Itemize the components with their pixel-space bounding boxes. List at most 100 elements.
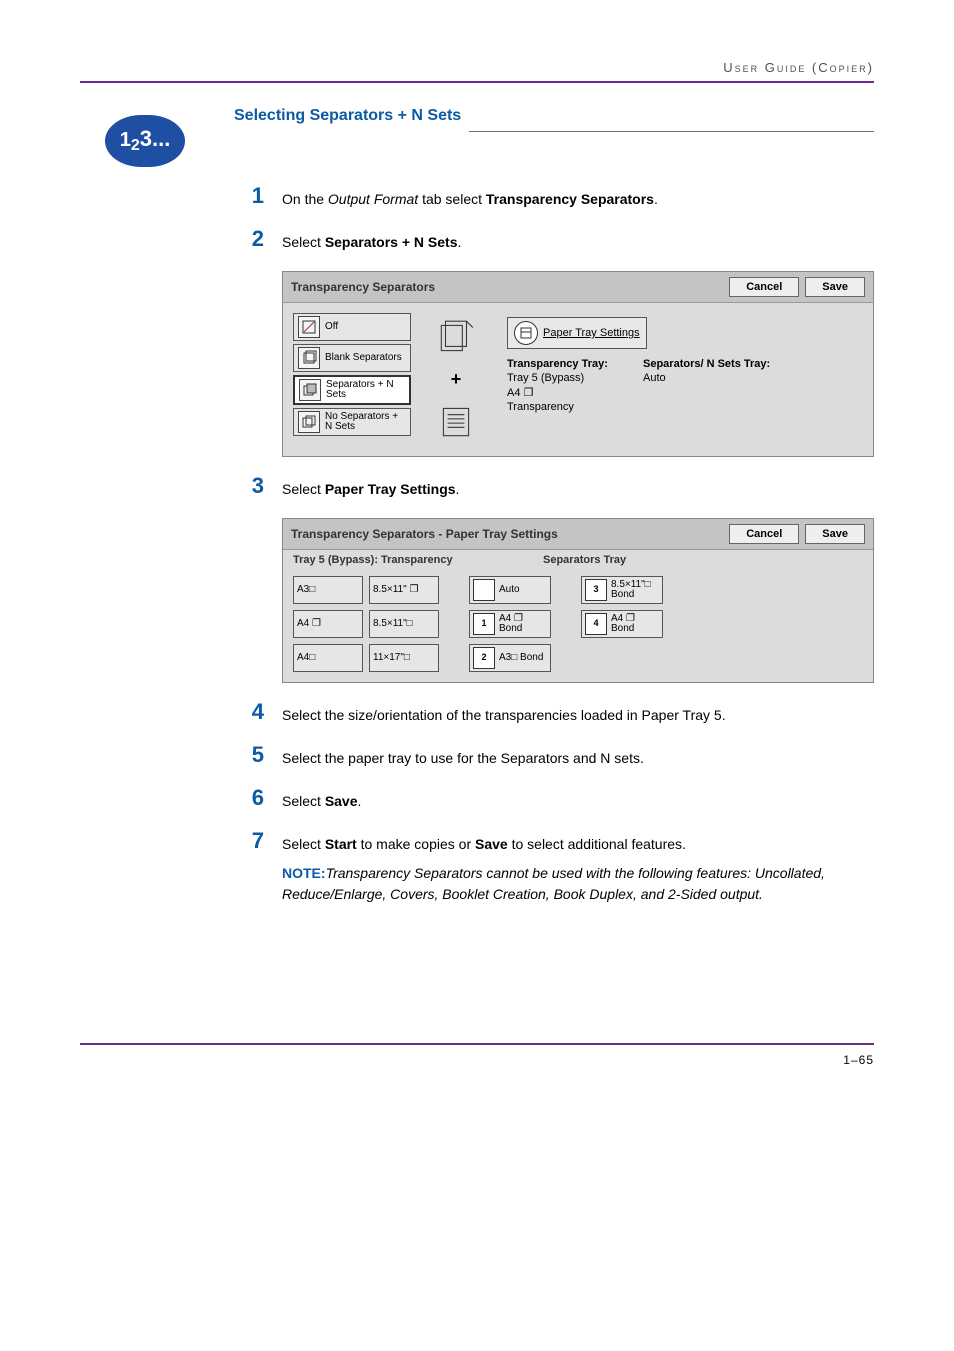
step-number: 5 <box>234 744 264 769</box>
steps-badge-icon: 123... <box>105 115 185 167</box>
tray-opt-label: A3□ Bond <box>499 653 543 664</box>
ss1-info-grid: Transparency Tray: Tray 5 (Bypass) A4 ❐ … <box>507 357 857 414</box>
sep-tray-1[interactable]: 1A4 ❐ Bond <box>469 610 551 638</box>
ss1-option-blank[interactable]: Blank Separators <box>293 344 411 372</box>
step-5-body: Select the paper tray to use for the Sep… <box>282 744 874 769</box>
tray5-a4p[interactable]: A4 ❐ <box>293 610 363 638</box>
step-1-pre: On the <box>282 191 328 207</box>
note-label: NOTE: <box>282 865 326 881</box>
ss1-option-label: No Separators + N Sets <box>325 412 406 433</box>
tray-num-icon: 1 <box>473 613 495 635</box>
step-2-bold: Separators + N Sets <box>325 234 458 250</box>
step-4-body: Select the size/orientation of the trans… <box>282 701 874 726</box>
step-7-bold1: Start <box>325 836 357 852</box>
note-text: Transparency Separators cannot be used w… <box>282 865 825 902</box>
step-6-pre: Select <box>282 793 325 809</box>
tray-num-icon: 3 <box>585 579 607 601</box>
tray5-8511l[interactable]: 8.5×11"□ <box>369 610 439 638</box>
tray-icon <box>514 321 538 345</box>
sep-tray-val: Auto <box>643 372 666 384</box>
header-guide: User Guide (Copier) <box>80 60 874 75</box>
paper-tray-settings-button[interactable]: Paper Tray Settings <box>507 317 647 349</box>
tray-opt-label: A4 ❐ Bond <box>499 614 547 635</box>
ss1-option-sep-nsets[interactable]: Separators + N Sets <box>293 375 411 405</box>
section-title: Selecting Separators + N Sets <box>234 107 461 125</box>
ss1-cancel-button[interactable]: Cancel <box>729 277 799 297</box>
step-7-body: Select Start to make copies or Save to s… <box>282 830 874 905</box>
step-3-body: Select Paper Tray Settings. <box>282 475 874 500</box>
tray5-a4l[interactable]: A4□ <box>293 644 363 672</box>
tray5-1117[interactable]: 11×17"□ <box>369 644 439 672</box>
sep-tray-auto[interactable]: Auto <box>469 576 551 604</box>
tray-opt-label: 8.5×11"□ Bond <box>611 580 659 601</box>
sep-tray-2[interactable]: 2 A3□ Bond <box>469 644 551 672</box>
step-7-mid: to make copies or <box>357 836 475 852</box>
ss2-title: Transparency Separators - Paper Tray Set… <box>291 527 723 541</box>
ss1-option-label: Separators + N Sets <box>326 380 405 401</box>
screenshot-transparency-separators: Transparency Separators Cancel Save Off <box>282 271 874 457</box>
step-1-bold: Transparency Separators <box>486 191 654 207</box>
step-number: 1 <box>234 185 264 210</box>
tray-opt-label: A4□ <box>297 653 315 664</box>
tray5-8511p[interactable]: 8.5×11" ❐ <box>369 576 439 604</box>
step-7-pre: Select <box>282 836 325 852</box>
step-2-body: Select Separators + N Sets. <box>282 228 874 253</box>
step-1-post: . <box>654 191 658 207</box>
separator-icon <box>298 316 320 338</box>
tray-num-icon: 2 <box>473 647 495 669</box>
sep-tray-col1: Auto 1A4 ❐ Bond 2 A3□ Bond <box>469 576 551 672</box>
step-number: 4 <box>234 701 264 726</box>
pts-label: Paper Tray Settings <box>543 327 640 339</box>
footer-rule <box>80 1043 874 1045</box>
step-7-bold2: Save <box>475 836 508 852</box>
ss2-label-left: Tray 5 (Bypass): Transparency <box>293 554 543 566</box>
step-1-mid: tab select <box>418 191 486 207</box>
ss1-option-nosep-nsets[interactable]: No Separators + N Sets <box>293 408 411 436</box>
step-2-pre: Select <box>282 234 325 250</box>
step-number: 2 <box>234 228 264 253</box>
tray-opt-label: Auto <box>499 585 520 596</box>
ss1-title: Transparency Separators <box>291 280 723 294</box>
tray-opt-label: 11×17"□ <box>373 653 410 664</box>
screenshot-paper-tray-settings: Transparency Separators - Paper Tray Set… <box>282 518 874 683</box>
tray-num-icon: 4 <box>585 613 607 635</box>
plus-icon: + <box>451 369 462 390</box>
step-6-post: . <box>358 793 362 809</box>
step-3-bold: Paper Tray Settings <box>325 481 456 497</box>
ss2-label-right: Separators Tray <box>543 554 626 566</box>
step-6-body: Select Save. <box>282 787 874 812</box>
step-2-post: . <box>457 234 461 250</box>
step-6-bold: Save <box>325 793 358 809</box>
step-3-pre: Select <box>282 481 325 497</box>
sep-tray-3[interactable]: 38.5×11"□ Bond <box>581 576 663 604</box>
step-number: 7 <box>234 830 264 905</box>
separator-icon <box>299 379 321 401</box>
step-1-ital: Output Format <box>328 191 418 207</box>
ss1-option-list: Off Blank Separators Separators + N Sets <box>293 313 411 446</box>
transp-tray-val2: A4 ❐ <box>507 387 533 399</box>
ss1-mid-graphics: + <box>427 313 485 446</box>
ss2-cancel-button[interactable]: Cancel <box>729 524 799 544</box>
section-rule <box>469 131 874 132</box>
tray-opt-label: A4 ❐ Bond <box>611 614 659 635</box>
ss1-right-panel: Paper Tray Settings Transparency Tray: T… <box>501 313 863 446</box>
page-number: 1–65 <box>80 1053 874 1067</box>
ss1-option-off[interactable]: Off <box>293 313 411 341</box>
sep-tray-col2: 38.5×11"□ Bond 4A4 ❐ Bond <box>581 576 663 672</box>
step-7-post: to select additional features. <box>508 836 686 852</box>
step-3-post: . <box>456 481 460 497</box>
step-number: 6 <box>234 787 264 812</box>
separator-icon <box>298 411 320 433</box>
tray5-options: A3□ 8.5×11" ❐ A4 ❐ 8.5×11"□ A4□ 11×17"□ <box>293 576 439 672</box>
step-1-body: On the Output Format tab select Transpar… <box>282 185 874 210</box>
ss2-save-button[interactable]: Save <box>805 524 865 544</box>
transp-tray-val3: Transparency <box>507 401 574 413</box>
tray-opt-label: A3□ <box>297 585 315 596</box>
tray5-a3[interactable]: A3□ <box>293 576 363 604</box>
ss1-option-label: Blank Separators <box>325 353 402 364</box>
ss1-save-button[interactable]: Save <box>805 277 865 297</box>
separator-icon <box>298 347 320 369</box>
sep-tray-4[interactable]: 4A4 ❐ Bond <box>581 610 663 638</box>
header-rule <box>80 81 874 83</box>
tray-opt-label: 8.5×11"□ <box>373 619 413 630</box>
